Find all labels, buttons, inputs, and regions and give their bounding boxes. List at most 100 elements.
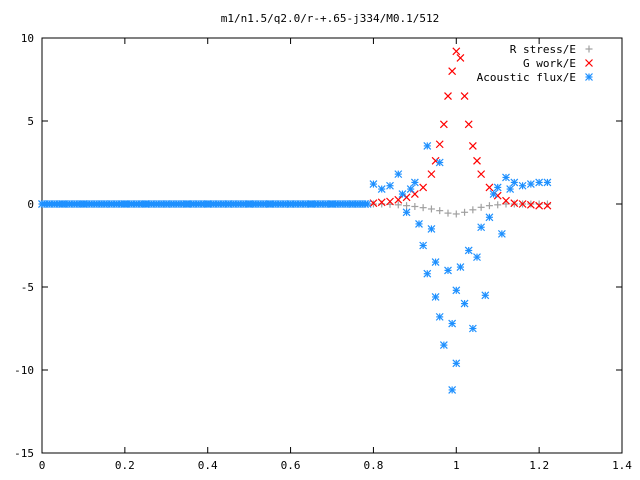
data-point [439, 341, 448, 350]
data-point [502, 173, 510, 182]
data-point [448, 67, 457, 76]
data-point [286, 200, 295, 208]
data-point [452, 47, 461, 56]
data-point [394, 195, 403, 204]
data-point [477, 203, 485, 211]
x-tick-label: 1.2 [529, 459, 549, 472]
plot-axes: 0 0.2 0.4 0.6 0.8 1 1.2 1.4 10 5 0 -5 -10 -15 [14, 32, 632, 472]
data-point [477, 170, 486, 179]
data-point [518, 181, 527, 190]
data-point [377, 198, 386, 207]
data-point [377, 185, 386, 193]
data-point [415, 219, 423, 228]
chart-title: m1/n1.5/q2.0/r-+.65-j334/M0.1/512 [221, 12, 440, 25]
data-point [431, 293, 440, 301]
data-point [38, 200, 46, 208]
data-point [431, 156, 440, 165]
data-point [141, 200, 150, 208]
data-point [431, 258, 440, 267]
data-point [444, 266, 452, 275]
data-point [460, 299, 469, 308]
data-point [481, 291, 490, 300]
data-point [473, 253, 481, 262]
y-tick-label: 0 [27, 198, 34, 211]
data-point [419, 204, 427, 212]
data-point [444, 209, 452, 217]
data-point [526, 180, 535, 189]
data-point [120, 200, 129, 208]
data-point [419, 241, 428, 250]
data-point [456, 263, 465, 272]
y-tick-label: -5 [21, 281, 34, 294]
data-point [394, 170, 403, 179]
data-point [526, 200, 535, 209]
data-point [419, 183, 428, 192]
data-point [448, 319, 457, 328]
data-point [460, 92, 469, 101]
y-tick-label: 5 [27, 115, 34, 128]
data-point [423, 141, 432, 150]
data-point [452, 286, 461, 295]
data-point [435, 158, 444, 167]
data-point [427, 170, 436, 179]
data-point [361, 200, 370, 208]
data-point [493, 183, 502, 192]
data-point [456, 53, 465, 62]
legend-label: G work/E [523, 57, 576, 70]
plot-frame [41, 37, 623, 454]
data-point [469, 206, 477, 214]
data-point [468, 141, 477, 150]
data-point [427, 224, 436, 233]
data-point [485, 183, 494, 192]
x-tick-label: 0.2 [115, 459, 135, 472]
data-point [203, 200, 212, 208]
data-point [427, 205, 435, 213]
data-point [452, 210, 460, 218]
series-2 [38, 141, 552, 394]
data-point [468, 324, 477, 333]
data-point [423, 269, 432, 278]
data-point [448, 385, 457, 394]
data-point [497, 229, 506, 238]
data-point [452, 359, 461, 368]
data-point [506, 185, 515, 193]
data-point [510, 199, 519, 208]
data-point [398, 190, 407, 198]
data-point [328, 200, 336, 208]
plot-marks [38, 47, 552, 394]
data-point [493, 191, 502, 200]
data-point [535, 201, 544, 210]
data-point [494, 201, 502, 209]
data-point [162, 200, 171, 208]
data-point [436, 207, 444, 215]
data-point [369, 180, 378, 189]
data-point [410, 178, 419, 187]
x-tick-label: 0.8 [363, 459, 383, 472]
data-point [411, 202, 419, 210]
data-point [535, 178, 544, 187]
data-point [435, 140, 444, 149]
data-point [518, 200, 527, 208]
x-tick-label: 1 [453, 459, 460, 472]
data-point [477, 223, 486, 232]
data-point [245, 200, 254, 208]
data-point [307, 200, 316, 208]
data-point [224, 200, 233, 208]
data-point [183, 200, 191, 208]
legend-marker [585, 73, 593, 81]
x-tick-label: 0.6 [281, 459, 301, 472]
y-tick-label: -10 [14, 364, 34, 377]
data-point [464, 246, 473, 255]
data-point [394, 201, 402, 209]
data-point [461, 208, 469, 216]
x-tick-label: 1.4 [612, 459, 632, 472]
data-point [489, 190, 498, 198]
data-point [543, 201, 552, 210]
data-point [386, 197, 394, 206]
data-point [348, 200, 357, 208]
data-point [464, 120, 473, 129]
data-point [473, 156, 481, 165]
data-point [403, 202, 411, 210]
